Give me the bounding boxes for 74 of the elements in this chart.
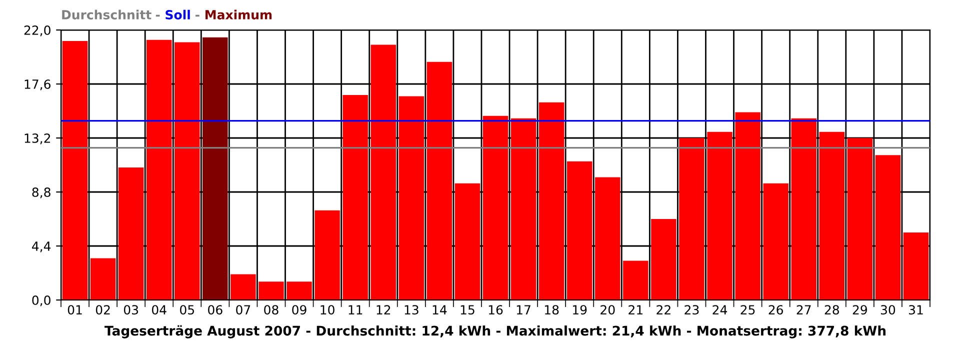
bar — [454, 183, 480, 300]
bar — [286, 282, 312, 300]
x-tick-label: 17 — [516, 305, 530, 314]
bar — [370, 44, 396, 300]
bar — [903, 232, 929, 300]
x-tick-label: 07 — [236, 305, 250, 315]
bar — [875, 155, 901, 300]
x-tick-label: 14 — [432, 305, 447, 314]
bar — [623, 260, 648, 300]
x-tick-label: 25 — [740, 305, 755, 315]
x-tick-label: 09 — [292, 305, 306, 315]
bar — [595, 177, 620, 300]
x-tick-label: 03 — [124, 305, 138, 315]
bar — [62, 41, 88, 300]
ref-line-label: Durchschnitt — [62, 10, 152, 20]
bar — [819, 132, 844, 300]
y-tick-label: 4,4 — [32, 242, 51, 252]
x-tick-label: 28 — [824, 305, 839, 315]
x-tick-label: 13 — [404, 305, 418, 315]
text: - — [156, 14, 160, 17]
ref-line-label: Soll — [166, 10, 190, 20]
x-tick-label: 02 — [96, 305, 110, 315]
x-tick-label: 21 — [628, 305, 642, 314]
bar — [510, 118, 536, 300]
x-tick-label: 06 — [208, 305, 222, 315]
y-tick-label: 13,2 — [24, 133, 50, 144]
y-tick-label: 0,0 — [32, 295, 50, 306]
x-tick-label: 15 — [460, 305, 474, 315]
bar — [651, 219, 676, 300]
bar — [791, 118, 816, 300]
bar — [847, 138, 873, 300]
text: Maximum — [206, 10, 272, 20]
x-tick-label: 04 — [152, 305, 166, 315]
bar — [538, 102, 564, 300]
x-tick-label: 31 — [908, 305, 923, 315]
bar — [174, 42, 200, 300]
y-tick-label: 17,6 — [24, 79, 50, 90]
x-tick-label: 19 — [573, 305, 587, 315]
bar — [763, 183, 788, 300]
bar — [202, 37, 228, 300]
bar — [398, 96, 424, 300]
x-tick-label: 12 — [376, 305, 390, 314]
bar — [258, 282, 284, 300]
x-tick-label: 27 — [796, 305, 811, 314]
x-tick-label: 05 — [180, 305, 194, 315]
y-tick-label: 22,0 — [24, 25, 50, 36]
bar — [735, 112, 760, 300]
x-tick-label: 20 — [600, 305, 615, 315]
x-tick-label: 08 — [264, 305, 278, 315]
x-tick-label: 23 — [684, 305, 699, 315]
x-tick-label: 10 — [320, 305, 334, 315]
x-tick-label: 24 — [712, 305, 728, 314]
bar — [342, 95, 368, 300]
bar — [118, 167, 144, 300]
text: - — [196, 14, 200, 17]
bar — [566, 161, 592, 300]
x-tick-label: 18 — [544, 305, 559, 315]
bar — [482, 116, 508, 300]
x-tick-label: 29 — [852, 305, 867, 315]
bar — [426, 62, 452, 300]
bar — [230, 274, 256, 300]
x-tick-label: 16 — [488, 305, 503, 315]
bar — [146, 40, 172, 300]
bar — [679, 138, 704, 300]
bar — [707, 132, 732, 300]
x-tick-label: 01 — [68, 305, 82, 315]
bar — [90, 258, 116, 300]
x-tick-label: 30 — [880, 305, 896, 315]
x-tick-label: 26 — [768, 305, 783, 315]
y-tick-label: 8,8 — [32, 187, 50, 198]
bar — [314, 210, 340, 300]
x-axis-title: Tageserträge August 2007 - Durchschnitt: 12,4 kWh - Maximalwert: 21,4 kWh - Monatsertrag: 377,8 kWh — [104, 325, 886, 338]
x-tick-label: 22 — [656, 305, 670, 314]
x-tick-label: 11 — [348, 305, 362, 314]
